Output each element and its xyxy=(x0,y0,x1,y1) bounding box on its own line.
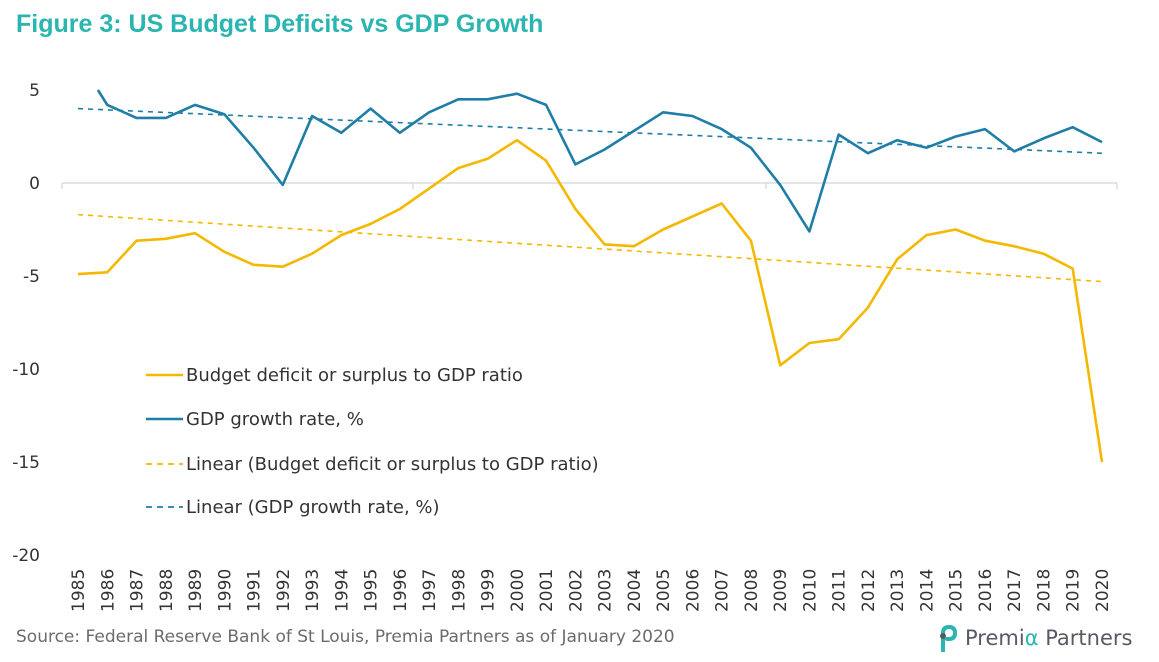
y-tick-label: -15 xyxy=(12,453,40,473)
x-tick-label: 1987 xyxy=(128,569,148,612)
x-tick-label: 2018 xyxy=(1034,569,1054,612)
x-tick-label: 2000 xyxy=(508,569,528,612)
budget-trend-line xyxy=(77,213,1103,283)
x-tick-label: 1992 xyxy=(274,569,294,612)
x-tick-label: 1989 xyxy=(186,569,206,612)
legend: Budget deficit or surplus to GDP ratio GD… xyxy=(146,365,599,518)
x-tick-label: 2005 xyxy=(654,569,674,612)
x-tick-label: 2012 xyxy=(859,569,879,612)
source-note: Source: Federal Reserve Bank of St Louis… xyxy=(16,627,675,647)
x-tick-label: 2002 xyxy=(566,569,586,612)
y-tick-label: -5 xyxy=(23,267,40,287)
y-tick-label: 0 xyxy=(29,174,40,194)
gdp-trend-line xyxy=(77,107,1103,155)
series-layer xyxy=(77,89,1104,463)
x-tick-label: 1995 xyxy=(362,569,382,612)
chart-title: Figure 3: US Budget Deficits vs GDP Grow… xyxy=(16,10,544,38)
x-tick-label: 2010 xyxy=(800,569,820,612)
logo-alpha: α xyxy=(1024,626,1039,650)
x-tick-label: 2020 xyxy=(1093,569,1113,612)
y-tick-label: -20 xyxy=(12,546,40,566)
x-tick-label: 1999 xyxy=(479,569,499,612)
axis-layer: 5 0 -5 -10 -15 -20 1985 1986 1987 1988 1989 1990 199… xyxy=(12,81,1118,612)
x-tick-label: 1988 xyxy=(157,569,177,612)
legend-label: Budget deficit or surplus to GDP ratio xyxy=(186,365,523,386)
x-tick-label: 2014 xyxy=(917,569,937,612)
x-tick-label: 2004 xyxy=(625,569,645,612)
x-tick-label: 2001 xyxy=(537,569,557,612)
x-tick-label: 2013 xyxy=(888,569,908,612)
legend-label: Linear (GDP growth rate, %) xyxy=(186,497,440,518)
x-tick-label: 1993 xyxy=(303,569,323,612)
y-tick-label: 5 xyxy=(29,81,40,101)
x-tick-label: 2016 xyxy=(976,569,996,612)
logo-suffix: Partners xyxy=(1038,626,1133,650)
x-tick-label: 1991 xyxy=(245,569,265,612)
legend-label: Linear (Budget deficit or surplus to GDP… xyxy=(186,454,599,475)
x-tick-label: 2006 xyxy=(683,569,703,612)
x-tick-label: 2019 xyxy=(1064,569,1084,612)
x-tick-label: 2017 xyxy=(1005,569,1025,612)
x-tick-label: 2008 xyxy=(742,569,762,612)
budget-series-line xyxy=(77,138,1104,463)
x-tick-label: 2011 xyxy=(830,569,850,612)
x-tick-label: 2009 xyxy=(771,569,791,612)
x-tick-label: 1990 xyxy=(215,569,235,612)
x-tick-label: 2007 xyxy=(713,569,733,612)
x-tick-label: 2003 xyxy=(596,569,616,612)
y-tick-label: -10 xyxy=(12,360,40,380)
logo-text: Premiα Partners xyxy=(965,626,1132,650)
x-tick-label: 2015 xyxy=(947,569,967,612)
legend-label: GDP growth rate, % xyxy=(186,409,364,430)
x-tick-label: 1998 xyxy=(449,569,469,612)
x-tick-label: 1986 xyxy=(98,569,118,612)
logo-prefix: Premi xyxy=(965,626,1025,650)
x-tick-label: 1985 xyxy=(69,569,89,612)
x-tick-label: 1994 xyxy=(332,569,352,612)
gdp-series-line xyxy=(96,89,1103,233)
x-tick-label: 1997 xyxy=(420,569,440,612)
premia-logo-icon xyxy=(940,624,958,652)
premia-partners-logo: Premiα Partners xyxy=(937,623,1132,653)
x-tick-label: 1996 xyxy=(391,569,411,612)
